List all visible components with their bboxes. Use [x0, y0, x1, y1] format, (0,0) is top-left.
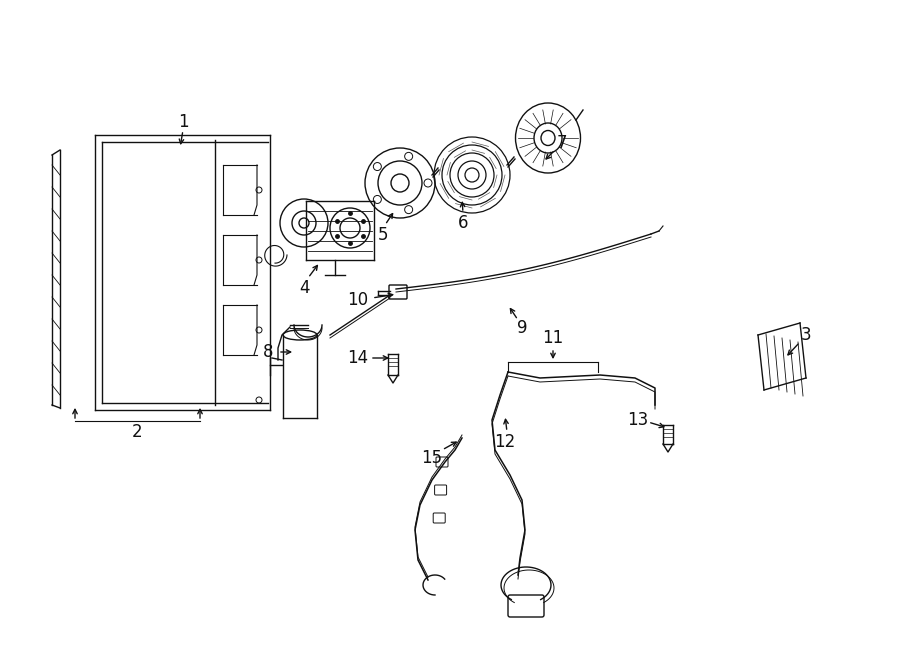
Text: 14: 14 — [347, 349, 369, 367]
Text: 3: 3 — [801, 326, 811, 344]
Text: 6: 6 — [458, 214, 468, 232]
Text: 7: 7 — [557, 134, 567, 152]
Text: 5: 5 — [378, 226, 388, 244]
Text: 2: 2 — [131, 423, 142, 441]
Text: 9: 9 — [517, 319, 527, 337]
Text: 8: 8 — [263, 343, 274, 361]
Text: 15: 15 — [421, 449, 443, 467]
Text: 11: 11 — [543, 329, 563, 347]
Text: 10: 10 — [347, 291, 369, 309]
Text: 12: 12 — [494, 433, 516, 451]
Text: 4: 4 — [300, 279, 310, 297]
Text: 13: 13 — [627, 411, 649, 429]
Text: 1: 1 — [177, 113, 188, 131]
